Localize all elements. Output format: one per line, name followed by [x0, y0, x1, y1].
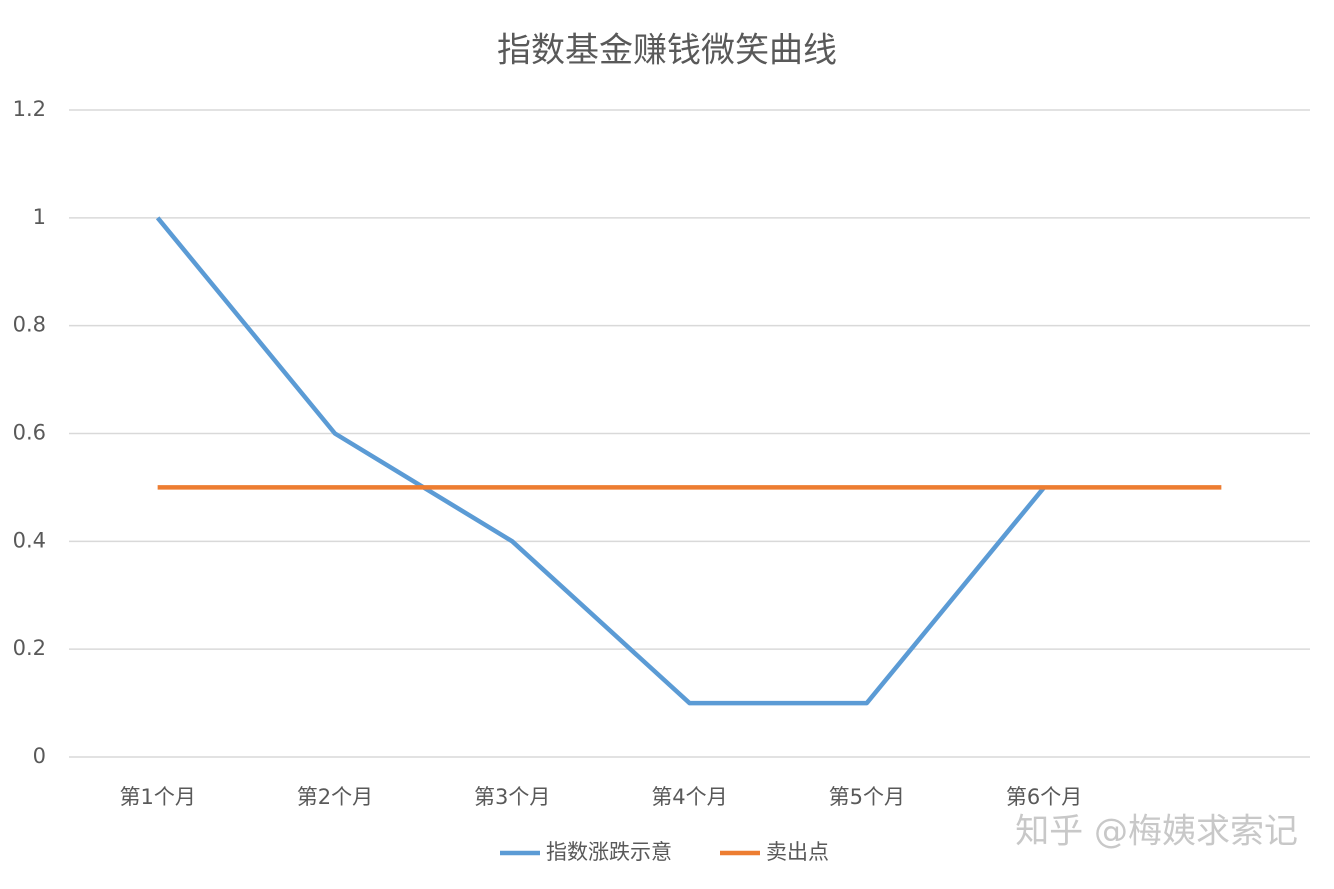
x-tick-label: 第4个月	[651, 785, 727, 809]
line-series	[155, 216, 1046, 706]
x-tick-label: 第2个月	[297, 785, 373, 809]
y-tick-label: 0.8	[13, 313, 46, 337]
chart-title: 指数基金赚钱微笑曲线	[497, 31, 837, 71]
x-tick-label: 第6个月	[1006, 785, 1082, 809]
x-tick-label: 第1个月	[119, 785, 195, 809]
x-tick-label: 第3个月	[474, 785, 550, 809]
y-tick-label: 1	[33, 205, 46, 229]
y-tick-label: 1.2	[13, 97, 46, 121]
legend-label: 卖出点	[766, 840, 829, 864]
y-tick-label: 0.6	[13, 421, 46, 445]
y-tick-label: 0	[33, 744, 46, 768]
watermark: 知乎 @梅姨求索记	[1015, 812, 1298, 852]
x-tick-label: 第5个月	[829, 785, 905, 809]
legend-label: 指数涨跌示意	[546, 840, 672, 864]
y-tick-label: 0.4	[13, 528, 46, 552]
y-tick-label: 0.2	[13, 636, 46, 660]
